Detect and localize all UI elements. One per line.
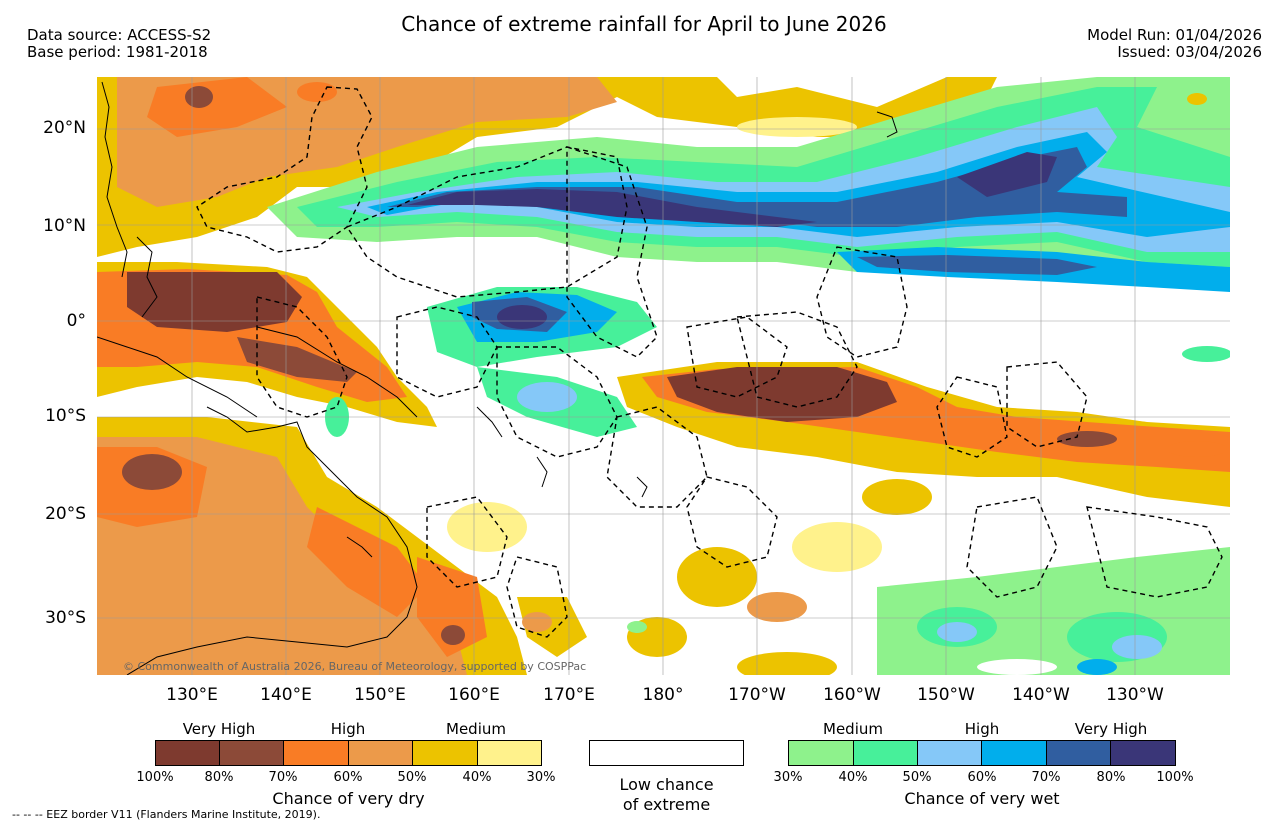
lon-label-150e: 150°E	[354, 685, 406, 705]
dry-legend-title: Chance of very dry	[272, 789, 425, 808]
lat-label-20s: 20°S	[45, 504, 86, 524]
lat-label-20n: 20°N	[43, 118, 86, 138]
eez-borders	[196, 86, 1223, 638]
data-source-text: Data source: ACCESS-S2	[27, 26, 212, 44]
dry-tick-40: 40%	[462, 770, 492, 785]
dry-swatch-2	[219, 740, 284, 766]
lon-label-150w: 150°W	[917, 685, 975, 705]
low-chance-swatch	[589, 740, 744, 766]
lon-label-160e: 160°E	[448, 685, 500, 705]
map-title: Chance of extreme rainfall for April to …	[401, 12, 887, 36]
lat-label-30s: 30°S	[45, 608, 86, 628]
coastlines	[97, 81, 898, 675]
wet-tick-70: 70%	[1031, 770, 1061, 785]
dry-header-medium: Medium	[446, 720, 506, 738]
wet-tick-30: 30%	[773, 770, 803, 785]
lon-label-140w: 140°W	[1012, 685, 1070, 705]
wet-region-equatorial-west	[427, 287, 1230, 437]
eez-footnote: -- -- -- EEZ border V11 (Flanders Marine…	[12, 808, 321, 821]
meta-right: Model Run: 01/04/2026 Issued: 03/04/2026	[1087, 27, 1262, 61]
dry-region-central-pacific	[617, 362, 1230, 507]
wet-swatch-4	[981, 740, 1047, 766]
graticule	[97, 77, 1230, 675]
dry-tick-30: 30%	[526, 770, 556, 785]
wet-region-northern-band	[267, 77, 1230, 277]
lat-label-10n: 10°N	[43, 216, 86, 236]
lon-label-170w: 170°W	[728, 685, 786, 705]
copyright-text: © Commonwealth of Australia 2026, Bureau…	[123, 660, 587, 673]
lat-label-0: 0°	[66, 311, 86, 331]
issued-text: Issued: 03/04/2026	[1117, 43, 1262, 61]
wet-swatch-3	[917, 740, 982, 766]
low-chance-line2: of extreme	[622, 795, 711, 814]
wet-region-eastern-band	[837, 247, 1230, 292]
dry-region-new-guinea	[97, 262, 437, 427]
wet-tick-60: 60%	[967, 770, 997, 785]
dry-header-high: High	[330, 720, 366, 738]
lat-label-10s: 10°S	[45, 406, 86, 426]
model-run-text: Model Run: 01/04/2026	[1087, 26, 1262, 44]
wet-region-south-east	[325, 397, 1230, 675]
dry-region-australia	[97, 417, 587, 675]
wet-swatch-1	[788, 740, 854, 766]
meta-left: Data source: ACCESS-S2 Base period: 1981…	[27, 27, 211, 61]
dry-tick-100: 100%	[136, 770, 174, 785]
dry-swatch-4	[348, 740, 413, 766]
dry-header-very-high: Very High	[182, 720, 256, 738]
wet-header-high: High	[964, 720, 1000, 738]
lon-label-180: 180°	[642, 685, 684, 705]
wet-tick-80: 80%	[1096, 770, 1126, 785]
wet-swatch-5	[1046, 740, 1111, 766]
dry-tick-80: 80%	[204, 770, 234, 785]
dry-region-north	[97, 77, 997, 257]
wet-tick-100: 100%	[1156, 770, 1194, 785]
wet-swatch-6	[1110, 740, 1176, 766]
wet-legend-title: Chance of very wet	[904, 789, 1060, 808]
wet-header-medium: Medium	[823, 720, 883, 738]
rainfall-map	[97, 77, 1230, 675]
low-chance-line1: Low chance	[619, 775, 714, 794]
dry-tick-70: 70%	[268, 770, 298, 785]
dry-tick-50: 50%	[397, 770, 427, 785]
lon-label-140e: 140°E	[260, 685, 312, 705]
dry-swatch-6	[477, 740, 542, 766]
wet-tick-50: 50%	[902, 770, 932, 785]
low-chance-label: Low chance of extreme	[589, 775, 744, 815]
wet-swatch-2	[853, 740, 918, 766]
wet-header-very-high: Very High	[1074, 720, 1148, 738]
lon-label-130w: 130°W	[1106, 685, 1164, 705]
dry-tick-60: 60%	[333, 770, 363, 785]
lon-label-130e: 130°E	[166, 685, 218, 705]
dry-swatch-1	[155, 740, 220, 766]
lon-label-170e: 170°E	[543, 685, 595, 705]
dry-swatch-3	[283, 740, 349, 766]
wet-tick-40: 40%	[838, 770, 868, 785]
dry-swatch-5	[412, 740, 478, 766]
lon-label-160w: 160°W	[823, 685, 881, 705]
base-period-text: Base period: 1981-2018	[27, 43, 208, 61]
